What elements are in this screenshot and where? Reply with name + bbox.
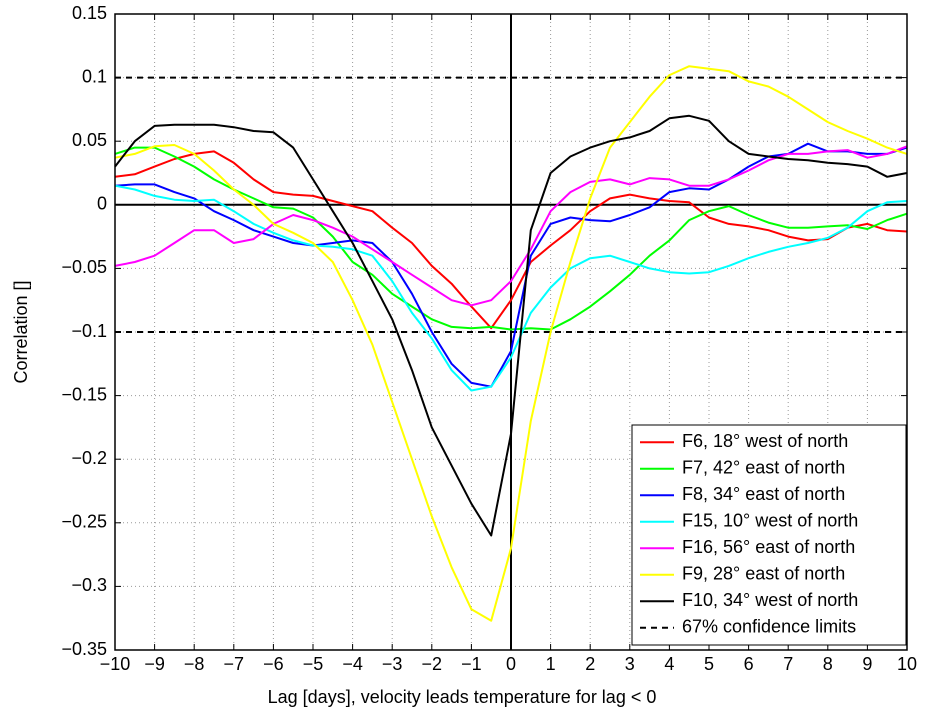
y-tick-label: −0.2	[71, 448, 107, 468]
x-tick-label: 7	[783, 654, 793, 674]
plot-frame	[114, 13, 908, 651]
x-tick-label: −1	[461, 654, 482, 674]
y-tick-label: −0.35	[61, 639, 107, 659]
y-tick-label: −0.15	[61, 384, 107, 404]
y-tick-label: 0.15	[72, 3, 107, 23]
x-tick-label: −2	[422, 654, 443, 674]
legend-label: F9, 28° east of north	[682, 564, 845, 584]
legend-label: F15, 10° west of north	[682, 511, 858, 531]
y-tick-label: 0	[97, 194, 107, 214]
x-tick-label: 1	[546, 654, 556, 674]
y-tick-label: 0.1	[82, 66, 107, 86]
x-tick-label: 3	[625, 654, 635, 674]
x-tick-label: −7	[224, 654, 245, 674]
x-tick-label: 10	[897, 654, 917, 674]
legend-label: F6, 18° west of north	[682, 431, 848, 451]
series-line	[114, 114, 908, 537]
series-line	[114, 142, 908, 388]
x-tick-label: −3	[382, 654, 403, 674]
x-tick-label: 4	[664, 654, 674, 674]
x-tick-label: −5	[303, 654, 324, 674]
x-tick-label: 9	[862, 654, 872, 674]
y-axis-label: Correlation []	[11, 280, 31, 383]
x-tick-label: −8	[184, 654, 205, 674]
x-tick-label: −9	[144, 654, 165, 674]
series-line	[114, 184, 908, 392]
x-tick-label: 0	[506, 654, 516, 674]
x-tick-label: 2	[585, 654, 595, 674]
x-axis-label: Lag [days], velocity leads temperature f…	[268, 687, 657, 707]
y-tick-label: −0.25	[61, 512, 107, 532]
y-tick-label: −0.1	[71, 321, 107, 341]
series-line	[114, 65, 908, 622]
legend-label: F10, 34° west of north	[682, 590, 858, 610]
x-tick-label: −4	[342, 654, 363, 674]
legend-label: F7, 42° east of north	[682, 458, 845, 478]
x-tick-label: −10	[100, 654, 131, 674]
x-tick-label: 5	[704, 654, 714, 674]
legend-label: 67% confidence limits	[682, 617, 856, 637]
y-tick-label: −0.3	[71, 575, 107, 595]
x-tick-label: −6	[263, 654, 284, 674]
legend-label: F16, 56° east of north	[682, 537, 855, 557]
series-line	[114, 146, 908, 331]
y-tick-label: −0.05	[61, 257, 107, 277]
series-line	[114, 150, 908, 330]
x-tick-label: 8	[823, 654, 833, 674]
x-tick-label: 6	[744, 654, 754, 674]
legend-label: F8, 34° east of north	[682, 484, 845, 504]
legend-box	[631, 424, 907, 646]
y-tick-label: 0.05	[72, 130, 107, 150]
